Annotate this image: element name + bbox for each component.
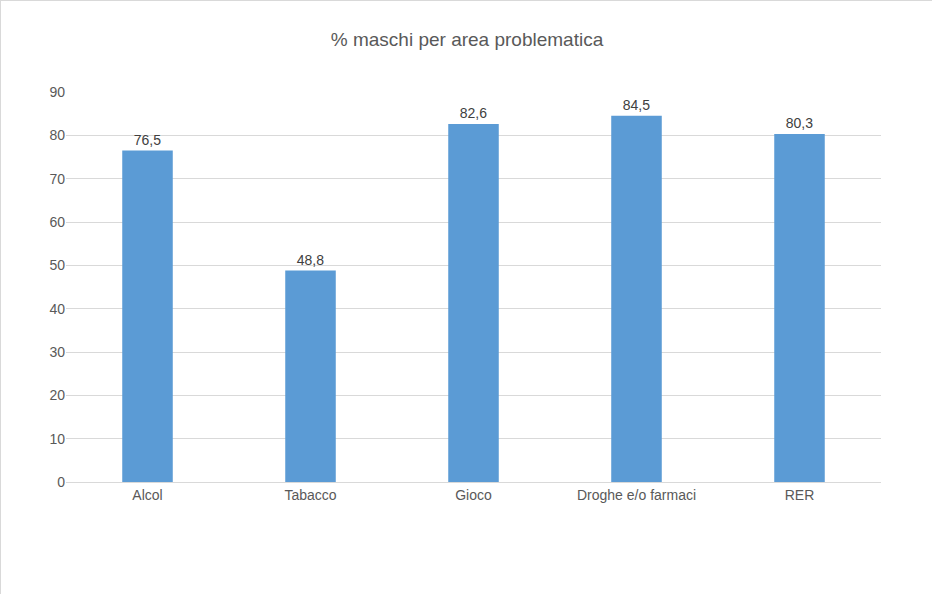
svg-text:30: 30 [49, 344, 65, 360]
svg-text:Alcol: Alcol [132, 487, 162, 503]
svg-text:80,3: 80,3 [786, 115, 813, 131]
svg-text:48,8: 48,8 [297, 252, 324, 268]
svg-text:80: 80 [49, 127, 65, 143]
svg-text:10: 10 [49, 431, 65, 447]
svg-text:Droghe e/o farmaci: Droghe e/o farmaci [577, 487, 696, 503]
svg-text:20: 20 [49, 387, 65, 403]
svg-text:60: 60 [49, 214, 65, 230]
svg-text:70: 70 [49, 171, 65, 187]
svg-text:40: 40 [49, 301, 65, 317]
svg-text:50: 50 [49, 257, 65, 273]
svg-text:76,5: 76,5 [134, 132, 161, 148]
svg-text:0: 0 [57, 474, 65, 490]
svg-text:RER: RER [785, 487, 815, 503]
svg-text:Gioco: Gioco [455, 487, 492, 503]
svg-text:Tabacco: Tabacco [284, 487, 336, 503]
svg-text:% maschi per area problematica: % maschi per area problematica [331, 29, 604, 50]
svg-text:82,6: 82,6 [460, 105, 487, 121]
svg-text:84,5: 84,5 [623, 97, 650, 113]
svg-text:90: 90 [49, 84, 65, 100]
